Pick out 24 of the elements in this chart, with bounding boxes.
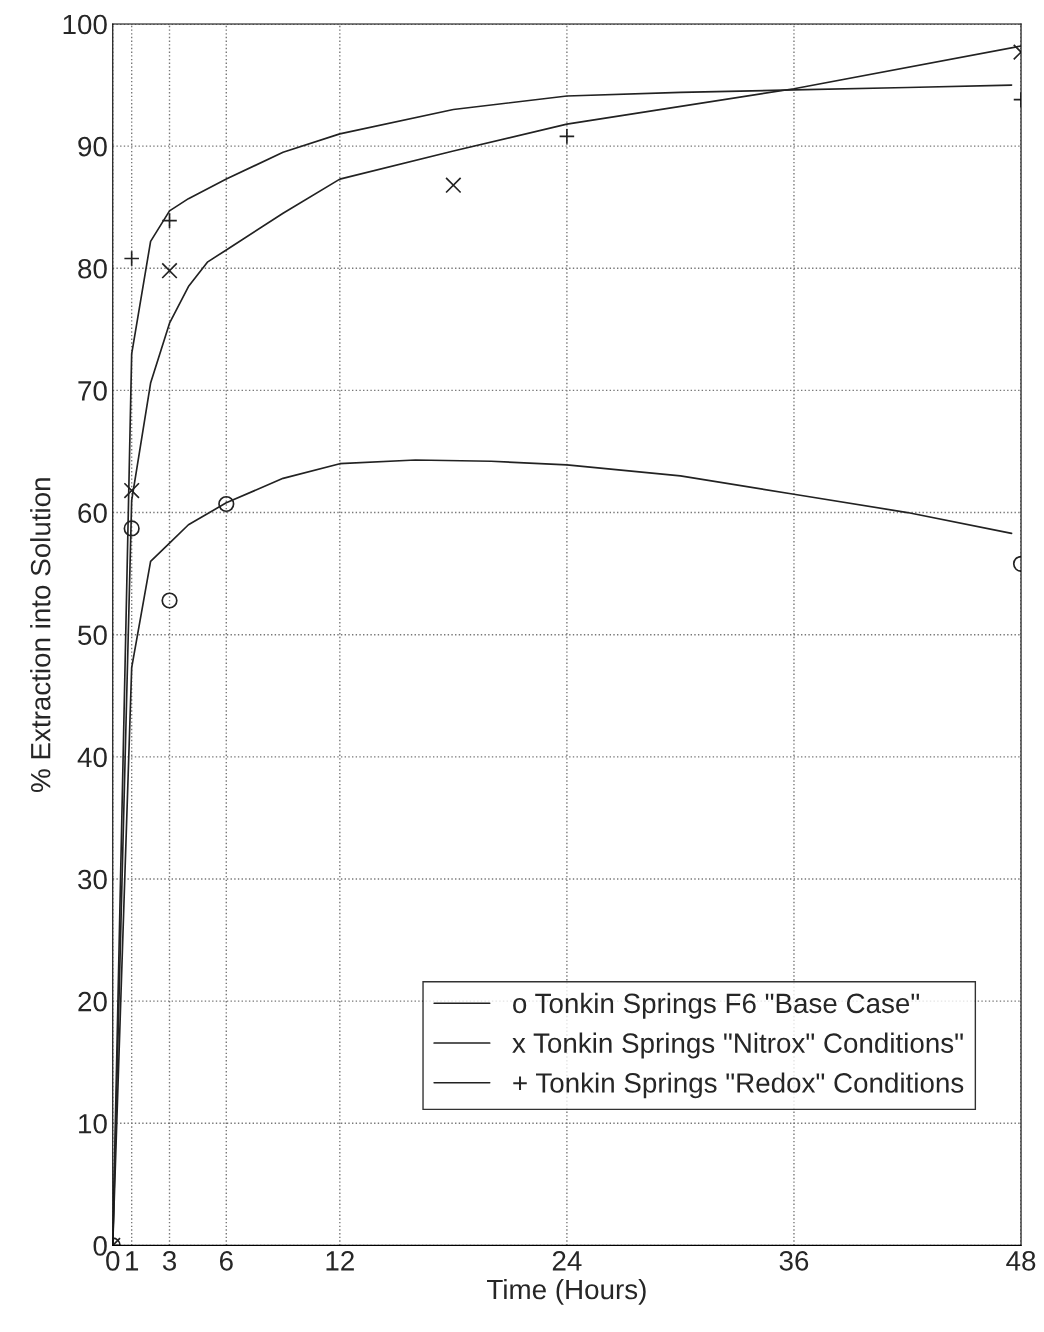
y-tick-label: 80 xyxy=(78,258,107,279)
y-tick-label: 0 xyxy=(93,1236,107,1256)
x-tick-label: 36 xyxy=(779,1251,809,1271)
x-tick-label: 12 xyxy=(326,1251,354,1271)
y-tick-label: 60 xyxy=(78,503,107,523)
x-tick-label: 6 xyxy=(219,1251,233,1271)
legend-label: o Tonkin Springs F6 "Base Case" xyxy=(513,992,920,1019)
y-tick-label: 30 xyxy=(78,869,107,890)
x-tick-label: 1 xyxy=(126,1251,139,1271)
y-tick-label: 20 xyxy=(78,991,107,1012)
y-tick-label: 70 xyxy=(78,381,107,401)
y-tick-label: 10 xyxy=(79,1113,107,1134)
x-tick-label: 0 xyxy=(106,1251,120,1271)
y-tick-label: 90 xyxy=(78,136,107,157)
x-tick-label: 3 xyxy=(162,1251,177,1271)
legend-label: x Tonkin Springs "Nitrox" Conditions" xyxy=(512,1032,963,1059)
y-tick-label: 100 xyxy=(63,14,107,35)
y-tick-label: 40 xyxy=(77,747,107,768)
x-axis-title: Time (Hours) xyxy=(487,1278,646,1305)
y-axis-title: % Extraction into Solution xyxy=(30,478,51,792)
y-tick-label: 50 xyxy=(78,625,107,646)
legend-label: + Tonkin Springs "Redox" Conditions xyxy=(513,1072,964,1099)
x-tick-label: 24 xyxy=(552,1251,582,1271)
x-tick-label: 48 xyxy=(1006,1251,1036,1271)
